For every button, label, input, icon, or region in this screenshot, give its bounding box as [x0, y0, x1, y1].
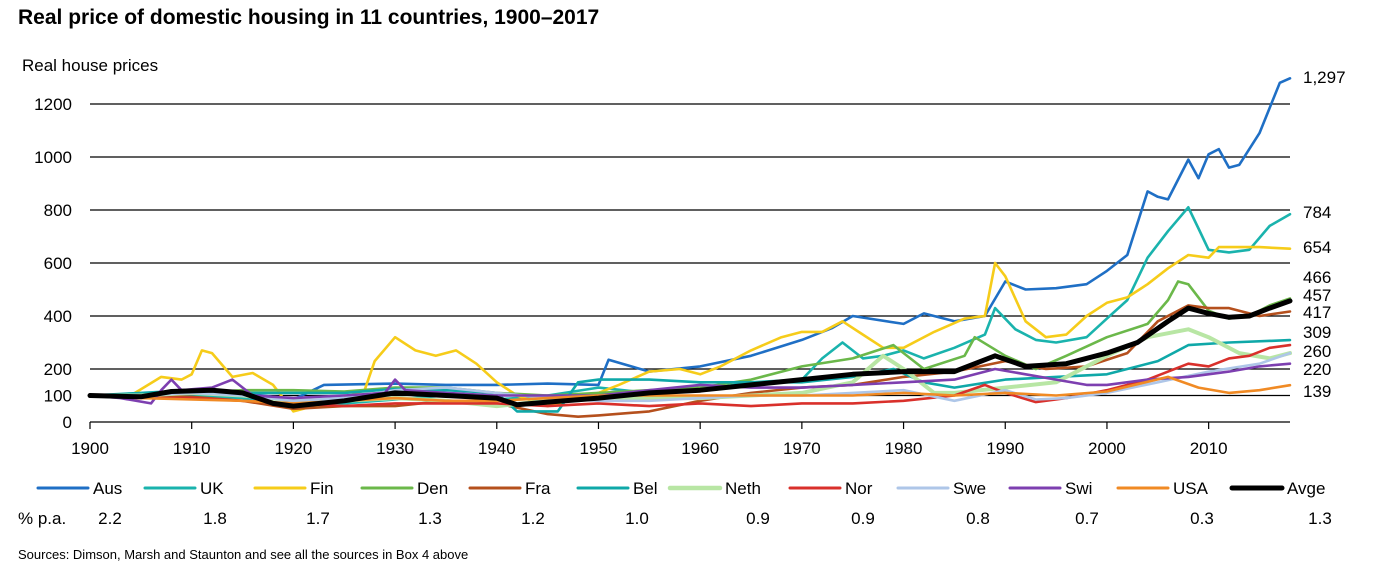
- series-line-aus: [88, 77, 1292, 401]
- legend-label-neth: Neth: [725, 479, 761, 498]
- pa-value-aus: 2.2: [98, 509, 122, 528]
- pa-value-fin: 1.7: [306, 509, 330, 528]
- pa-value-neth: 0.9: [746, 509, 770, 528]
- pa-value-swi: 0.7: [1075, 509, 1099, 528]
- x-tick-label: 1940: [478, 439, 516, 458]
- pa-label: % p.a.: [18, 509, 66, 528]
- x-tick-label: 1900: [71, 439, 109, 458]
- x-axis: 1900 1910 1920 1930 1940 1950 1960 1970 1980 1990…: [71, 421, 1290, 458]
- pa-value-bel: 1.0: [625, 509, 649, 528]
- x-tick-label: 2000: [1088, 439, 1126, 458]
- y-tick-label: 1000: [34, 148, 72, 167]
- legend-label-fra: Fra: [525, 479, 551, 498]
- end-label: 139: [1303, 382, 1331, 401]
- y-tick-label: 400: [44, 307, 72, 326]
- end-label: 654: [1303, 238, 1331, 257]
- x-tick-label: 1920: [274, 439, 312, 458]
- x-tick-label: 1980: [885, 439, 923, 458]
- y-tick-label: 600: [44, 254, 72, 273]
- pa-value-uk: 1.8: [203, 509, 227, 528]
- pa-value-swe: 0.8: [966, 509, 990, 528]
- legend-label-uk: UK: [200, 479, 224, 498]
- y-tick-label: 0: [63, 413, 72, 432]
- series-line-bel: [88, 338, 1292, 413]
- legend: % p.a. Aus 2.2 UK 1.8 Fin 1.7 Den 1.3 Fra 1.2 Bel 1.…: [18, 479, 1332, 528]
- series-line-fin: [88, 245, 1292, 413]
- legend-label-fin: Fin: [310, 479, 334, 498]
- end-label: 220: [1303, 360, 1331, 379]
- legend-label-swe: Swe: [953, 479, 986, 498]
- end-label: 457: [1303, 286, 1331, 305]
- series-line-avge: [87, 298, 1293, 409]
- series-lines: [87, 77, 1293, 418]
- pa-value-avge: 1.3: [1308, 509, 1332, 528]
- series-line-uk: [88, 206, 1292, 409]
- legend-label-nor: Nor: [845, 479, 873, 498]
- end-label: 784: [1303, 203, 1331, 222]
- y-tick-label: 100: [44, 387, 72, 406]
- legend-label-avge: Avge: [1287, 479, 1325, 498]
- legend-label-swi: Swi: [1065, 479, 1092, 498]
- x-tick-label: 1970: [783, 439, 821, 458]
- pa-value-fra: 1.2: [521, 509, 545, 528]
- legend-label-bel: Bel: [633, 479, 658, 498]
- pa-value-nor: 0.9: [851, 509, 875, 528]
- x-tick-label: 1960: [681, 439, 719, 458]
- pa-value-usa: 0.3: [1190, 509, 1214, 528]
- y-tick-labels: 0 100 200 400 600 800 1000 1200: [34, 95, 72, 432]
- source-note: Sources: Dimson, Marsh and Staunton and …: [18, 547, 469, 562]
- end-label: 1,297: [1303, 68, 1346, 87]
- x-tick-label: 1910: [173, 439, 211, 458]
- y-tick-label: 800: [44, 201, 72, 220]
- x-tick-label: 1930: [376, 439, 414, 458]
- chart-title: Real price of domestic housing in 11 cou…: [18, 6, 600, 29]
- y-axis-label: Real house prices: [22, 56, 159, 75]
- legend-label-den: Den: [417, 479, 448, 498]
- y-tick-label: 200: [44, 360, 72, 379]
- series-line-den: [88, 280, 1292, 397]
- end-label: 466: [1303, 268, 1331, 287]
- x-tick-label: 2010: [1190, 439, 1228, 458]
- end-label: 417: [1303, 303, 1331, 322]
- pa-value-den: 1.3: [418, 509, 442, 528]
- end-label: 260: [1303, 342, 1331, 361]
- x-tick-label: 1990: [986, 439, 1024, 458]
- x-tick-label: 1950: [580, 439, 618, 458]
- legend-label-usa: USA: [1173, 479, 1209, 498]
- legend-label-aus: Aus: [93, 479, 122, 498]
- series-line-nor: [88, 343, 1292, 408]
- series-line-fra: [88, 304, 1292, 418]
- y-tick-label: 1200: [34, 95, 72, 114]
- end-label: 309: [1303, 323, 1331, 342]
